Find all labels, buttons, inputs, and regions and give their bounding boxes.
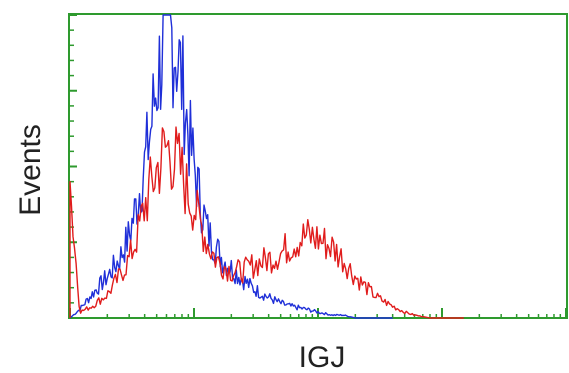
x-axis-label: IGJ xyxy=(299,341,346,373)
plot-frame xyxy=(68,13,568,319)
series-layer xyxy=(69,14,464,319)
series-line-1 xyxy=(69,14,393,319)
y-axis-label: Events xyxy=(14,124,47,216)
series-line-2 xyxy=(69,126,464,319)
